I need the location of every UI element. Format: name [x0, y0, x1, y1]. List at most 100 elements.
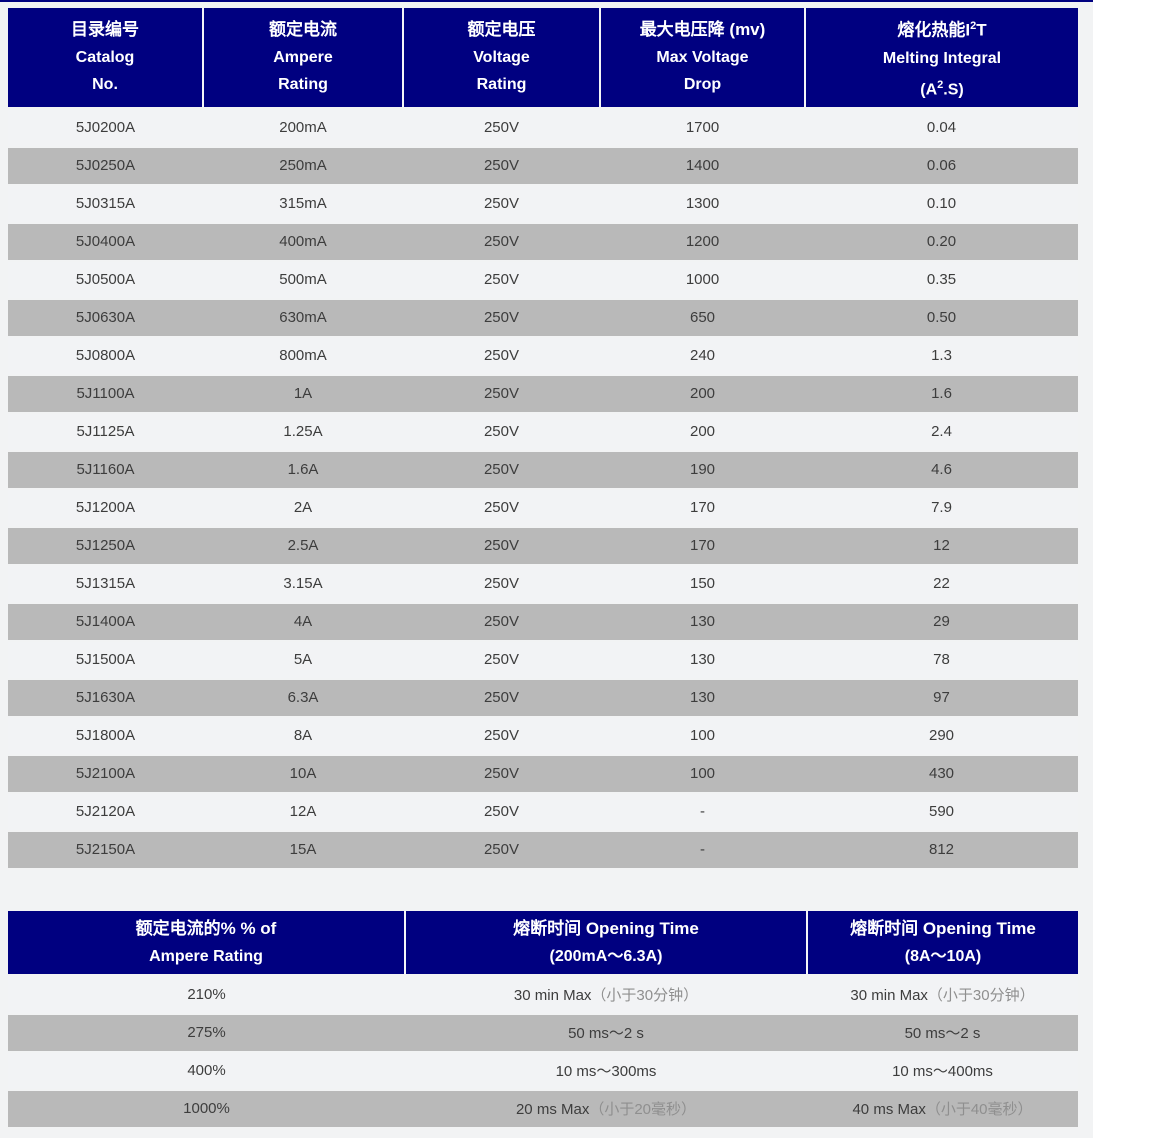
table-cell: 5J1200A: [8, 488, 203, 528]
table-cell: 1700: [600, 108, 805, 148]
top-divider: [0, 0, 1093, 2]
table-cell: 200: [600, 412, 805, 452]
table-cell: 5J0630A: [8, 298, 203, 338]
table-cell: 100: [600, 754, 805, 794]
table-cell: 200: [600, 374, 805, 414]
table-cell: 5J1630A: [8, 678, 203, 718]
table-cell: 1.6: [805, 374, 1078, 414]
header-percent-line1: 额定电流的% % of: [135, 918, 277, 938]
table-cell: 800mA: [203, 336, 403, 376]
header-time-high-line2: (8A～10A): [904, 947, 982, 965]
header-drop-zh: 最大电压降 (mv): [639, 20, 766, 40]
table-cell: 29: [805, 602, 1078, 642]
header-time-low-line1: 熔断时间 Opening Time: [513, 918, 699, 938]
table-cell: 250V: [403, 336, 600, 376]
cell-note-text: （小于20毫秒）: [589, 1101, 697, 1119]
table-row: 5J0400A 400mA 250V 1200 0.20: [8, 222, 1078, 262]
table-cell: 10 ms～400ms: [807, 1051, 1078, 1091]
table-row: 5J1630A 6.3A 250V 130 97: [8, 678, 1078, 718]
header-catalog-en1: Catalog: [75, 49, 135, 67]
table-row: 5J1800A 8A 250V 100 290: [8, 716, 1078, 756]
header-percent-line2: Ampere Rating: [149, 947, 263, 965]
table-cell: 5J1125A: [8, 412, 203, 452]
table-cell: 250V: [403, 146, 600, 186]
header-opening-time-high: 熔断时间 Opening Time (8A～10A): [807, 910, 1078, 977]
table-row: 5J1250A 2.5A 250V 170 12: [8, 526, 1078, 566]
table-cell: 5J1400A: [8, 602, 203, 642]
table-cell: 5J2100A: [8, 754, 203, 794]
table-cell: 250V: [403, 108, 600, 148]
table-cell: 15A: [203, 830, 403, 870]
table-cell: 22: [805, 564, 1078, 604]
header-melting-en1: Melting Integral: [882, 49, 1002, 67]
table-cell: 250V: [403, 374, 600, 414]
table-cell: 240: [600, 336, 805, 376]
table-cell: 5J2150A: [8, 830, 203, 870]
table-cell: 4A: [203, 602, 403, 642]
table-cell: 170: [600, 488, 805, 528]
table-row: 5J0200A 200mA 250V 1700 0.04: [8, 108, 1078, 148]
spec-table-body: 5J0200A 200mA 250V 1700 0.04 5J0250A 250mA 250V…: [8, 108, 1078, 870]
header-catalog-no: 目录编号 Catalog No.: [8, 8, 204, 110]
cell-main-text: 50 ms～2 s: [904, 1025, 981, 1043]
table-cell: 1.25A: [203, 412, 403, 452]
table-cell: 50 ms～2 s: [807, 1013, 1078, 1053]
table-cell: 150: [600, 564, 805, 604]
table-cell: 250mA: [203, 146, 403, 186]
table-cell: 250V: [403, 678, 600, 718]
table-cell: 590: [805, 792, 1078, 832]
header-catalog-en2: No.: [92, 76, 118, 94]
table-cell: 130: [600, 602, 805, 642]
table-cell: 812: [805, 830, 1078, 870]
table-cell: 630mA: [203, 298, 403, 338]
table-cell: 250V: [403, 602, 600, 642]
cell-main-text: 210%: [187, 986, 226, 1004]
table-cell: 12: [805, 526, 1078, 566]
table-cell: 1200: [600, 222, 805, 262]
table-cell: 5J1100A: [8, 374, 203, 414]
header-catalog-zh: 目录编号: [71, 20, 139, 40]
table-cell: 10A: [203, 754, 403, 794]
cell-main-text: 20 ms Max: [515, 1101, 590, 1119]
header-ampere-rating: 额定电流 Ampere Rating: [203, 8, 404, 110]
table-cell: 6.3A: [203, 678, 403, 718]
header-ampere-zh: 额定电流: [269, 20, 337, 40]
table-cell: 12A: [203, 792, 403, 832]
table-row: 5J0250A 250mA 250V 1400 0.06: [8, 146, 1078, 186]
table-cell: 250V: [403, 412, 600, 452]
table-cell: 8A: [203, 716, 403, 756]
table-cell: 30 min Max（小于30分钟）: [405, 975, 807, 1015]
header-ampere-en2: Rating: [278, 76, 328, 94]
table-row: 5J0315A 315mA 250V 1300 0.10: [8, 184, 1078, 224]
table-row: 5J1125A 1.25A 250V 200 2.4: [8, 412, 1078, 452]
table-cell: 10 ms～300ms: [405, 1051, 807, 1091]
table-cell: 170: [600, 526, 805, 566]
table-cell: 250V: [403, 526, 600, 566]
table-cell: 78: [805, 640, 1078, 680]
table-cell: 250V: [403, 298, 600, 338]
table-cell: 250V: [403, 716, 600, 756]
table-cell: 130: [600, 678, 805, 718]
table-cell: 5J0250A: [8, 146, 203, 186]
table-cell: 130: [600, 640, 805, 680]
table-row: 275% 50 ms～2 s 50 ms～2 s: [8, 1013, 1078, 1053]
table-cell: 1A: [203, 374, 403, 414]
table-cell: 250V: [403, 564, 600, 604]
table-cell: 5J1800A: [8, 716, 203, 756]
table-cell: 400mA: [203, 222, 403, 262]
table-cell: 2A: [203, 488, 403, 528]
table-cell: 250V: [403, 792, 600, 832]
table-cell: 0.50: [805, 298, 1078, 338]
table-cell: 250V: [403, 754, 600, 794]
table-row: 5J0630A 630mA 250V 650 0.50: [8, 298, 1078, 338]
table-cell: 5J2120A: [8, 792, 203, 832]
table-cell: 250V: [403, 260, 600, 300]
header-ampere-en1: Ampere: [273, 49, 333, 67]
spec-table-header-row: 目录编号 Catalog No. 额定电流 Ampere Rating 额定电压…: [8, 8, 1078, 110]
fuse-spec-table: 目录编号 Catalog No. 额定电流 Ampere Rating 额定电压…: [8, 8, 1078, 870]
table-cell: 250V: [403, 184, 600, 224]
header-melting-en2: (A2.S): [920, 78, 964, 98]
table-row: 5J1200A 2A 250V 170 7.9: [8, 488, 1078, 528]
table-cell: 7.9: [805, 488, 1078, 528]
page-content: 目录编号 Catalog No. 额定电流 Ampere Rating 额定电压…: [0, 0, 1093, 1138]
